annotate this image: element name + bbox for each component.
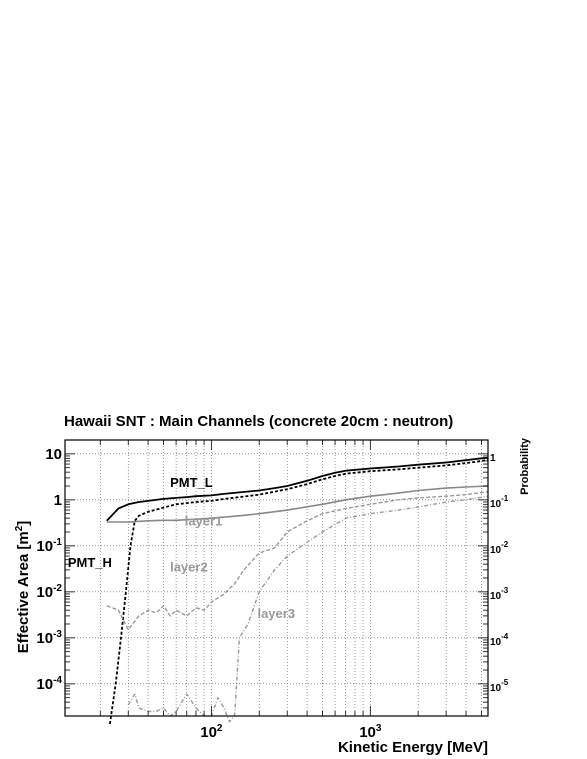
y2-tick-label: 10-1 [490, 494, 509, 510]
series-line-layer1 [106, 485, 489, 523]
series-line-PMT_L [106, 456, 489, 522]
y2-tick-label-exp: -2 [501, 540, 509, 549]
y2-tick-label-exp: -5 [501, 678, 509, 687]
y2-tick-label-base: 1 [490, 453, 496, 464]
y-tick-label: 10-4 [36, 675, 62, 693]
y2-tick-label: 10-4 [490, 632, 509, 648]
y2-tick-label-base: 10 [490, 499, 502, 510]
x-tick-label-exp: 2 [217, 723, 223, 734]
annotation-layer3: layer3 [257, 606, 295, 621]
x-tick-label-base: 10 [200, 724, 217, 741]
grid-layer [65, 440, 488, 716]
annotation-layer1: layer1 [185, 513, 223, 528]
chart-title: Hawaii SNT : Main Channels (concrete 20c… [64, 413, 453, 430]
y2-axis-label: Probability [519, 437, 531, 495]
y2-tick-label-base: 10 [490, 683, 502, 694]
y-axis-label: Effective Area [m2] [14, 521, 32, 654]
y-tick-label-base: 10 [36, 584, 53, 601]
series-line-layer2 [106, 491, 489, 631]
annotation-PMT_L: PMT_L [170, 475, 213, 490]
y2-tick-label-base: 10 [490, 545, 502, 556]
y2-tick-label: 1 [490, 453, 496, 464]
y2-tick-label-exp: -3 [501, 586, 509, 595]
ticks-layer: 102 10310110-110-210-310-4110-110-210-310… [36, 439, 509, 741]
y-tick-label: 10-3 [36, 629, 62, 647]
y-tick-label-base: 10 [36, 630, 53, 647]
x-axis-label: Kinetic Energy [MeV] [338, 739, 488, 756]
y-axis-label-sup: 2 [14, 525, 25, 531]
y-tick-label-base: 1 [54, 492, 62, 509]
y-tick-label: 10-2 [36, 583, 62, 601]
y2-tick-label-base: 10 [490, 637, 502, 648]
series-layer [106, 456, 489, 725]
y2-tick-label: 10-2 [490, 540, 509, 556]
x-tick-label-exp: 3 [376, 723, 382, 734]
y-axis-label-close: ] [15, 521, 32, 526]
y-tick-label-base: 10 [36, 676, 53, 693]
y-tick-label-exp: -2 [53, 583, 62, 594]
y-axis-label-main: Effective Area [m [15, 531, 32, 653]
annotation-layer2: layer2 [170, 559, 208, 574]
series-line-layer3 [127, 495, 489, 723]
x-tick-label-base: 10 [359, 724, 376, 741]
y-tick-label-exp: -4 [53, 675, 62, 686]
y-tick-label-base: 10 [36, 538, 53, 555]
y-tick-label: 10-1 [36, 537, 62, 555]
y-tick-label-exp: -1 [53, 537, 62, 548]
x-tick-label: 103 [359, 723, 382, 741]
annotations-layer: PMT_L PMT_H layer1 layer2 layer3 [68, 475, 295, 621]
y2-tick-label-base: 10 [490, 591, 502, 602]
y-tick-label: 1 [54, 492, 62, 509]
y2-tick-label: 10-3 [490, 586, 509, 602]
x-tick-label: 102 [200, 723, 223, 741]
y2-tick-label-exp: -4 [501, 632, 509, 641]
y-tick-label-base: 10 [45, 446, 62, 463]
y-tick-label: 10 [45, 446, 62, 463]
y2-tick-label: 10-5 [490, 678, 509, 694]
series-line-PMT_H [109, 459, 489, 725]
y2-tick-label-exp: -1 [501, 494, 509, 503]
annotation-PMT_H: PMT_H [68, 555, 112, 570]
y-tick-label-exp: -3 [53, 629, 62, 640]
